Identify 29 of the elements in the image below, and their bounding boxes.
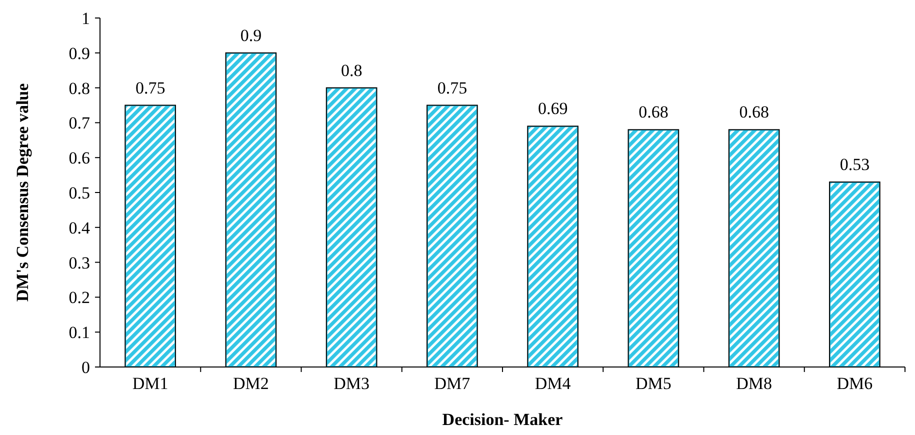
data-label: 0.9 bbox=[240, 26, 262, 45]
x-tick-label: DM4 bbox=[534, 374, 572, 393]
y-tick-label: 0 bbox=[82, 358, 90, 377]
x-axis-title: Decision- Maker bbox=[442, 410, 564, 429]
y-tick-label: 0.6 bbox=[68, 148, 90, 168]
y-tick-label: 0.2 bbox=[68, 288, 90, 308]
y-tick-label: 0.9 bbox=[68, 44, 90, 63]
data-label: 0.75 bbox=[135, 78, 166, 98]
data-label: 0.69 bbox=[538, 99, 568, 118]
x-tick-label: DM1 bbox=[132, 374, 168, 393]
y-axis-title: DM's Consensus Degree value bbox=[13, 82, 32, 302]
y-tick-label: 1 bbox=[82, 8, 90, 28]
data-label: 0.75 bbox=[437, 78, 468, 98]
data-label: 0.8 bbox=[340, 60, 362, 80]
x-tick-label: DM7 bbox=[434, 374, 471, 393]
data-label: 0.68 bbox=[638, 102, 668, 122]
x-tick-label: DM3 bbox=[334, 374, 370, 393]
y-tick-label: 0.5 bbox=[68, 183, 90, 202]
x-tick-label: DM6 bbox=[836, 374, 873, 393]
x-tick-label: DM8 bbox=[736, 374, 772, 393]
data-label: 0.68 bbox=[739, 102, 769, 122]
data-label: 0.53 bbox=[840, 155, 870, 174]
y-tick-label: 0.1 bbox=[68, 323, 90, 342]
y-tick-label: 0.7 bbox=[68, 114, 90, 133]
x-tick-label: DM5 bbox=[635, 374, 672, 393]
y-tick-label: 0.8 bbox=[68, 78, 90, 98]
x-tick-label: DM2 bbox=[232, 374, 269, 393]
y-tick-label: 0.4 bbox=[68, 218, 90, 238]
y-tick-label: 0.3 bbox=[68, 253, 90, 272]
